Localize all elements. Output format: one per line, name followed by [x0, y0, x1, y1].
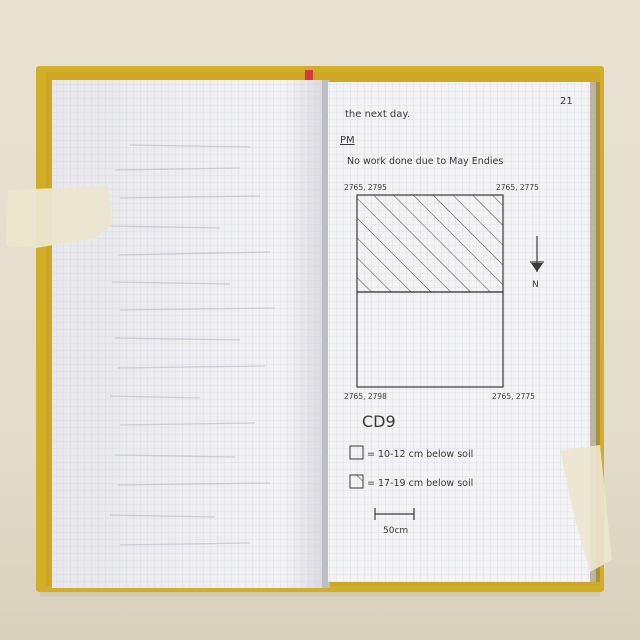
hatched-area [356, 194, 504, 293]
legend-hatched-text: = 17-19 cm below soil [367, 478, 473, 489]
time-label: PM [340, 135, 355, 146]
legend-hatched-swatch [349, 474, 364, 489]
page-heading: the next day. [345, 109, 410, 120]
coord-bottom-left: 2765, 2798 [344, 392, 387, 401]
daily-note: No work done due to May Endies [347, 156, 503, 167]
tape-right [560, 445, 612, 572]
coord-top-right: 2765, 2775 [496, 183, 539, 192]
right-page [328, 82, 600, 582]
legend-plain-text: = 10-12 cm below soil [367, 449, 473, 460]
scale-label: 50cm [383, 526, 408, 536]
coord-top-left: 2765, 2795 [344, 183, 387, 192]
north-arrow-icon [530, 236, 544, 272]
scale-bar [374, 508, 415, 520]
unit-id: CD9 [362, 412, 396, 431]
coord-bottom-right: 2765, 2775 [492, 392, 535, 401]
plain-area [356, 291, 504, 388]
page-number: 21 [560, 96, 573, 107]
gutter [322, 80, 330, 588]
bookmark-ribbon [305, 70, 313, 80]
tape-left [6, 186, 112, 248]
bleed-through-text [109, 144, 276, 546]
unit-plan-drawing [356, 194, 504, 388]
left-page [52, 80, 326, 588]
legend-plain-swatch [349, 445, 364, 460]
north-label: N [532, 280, 539, 290]
